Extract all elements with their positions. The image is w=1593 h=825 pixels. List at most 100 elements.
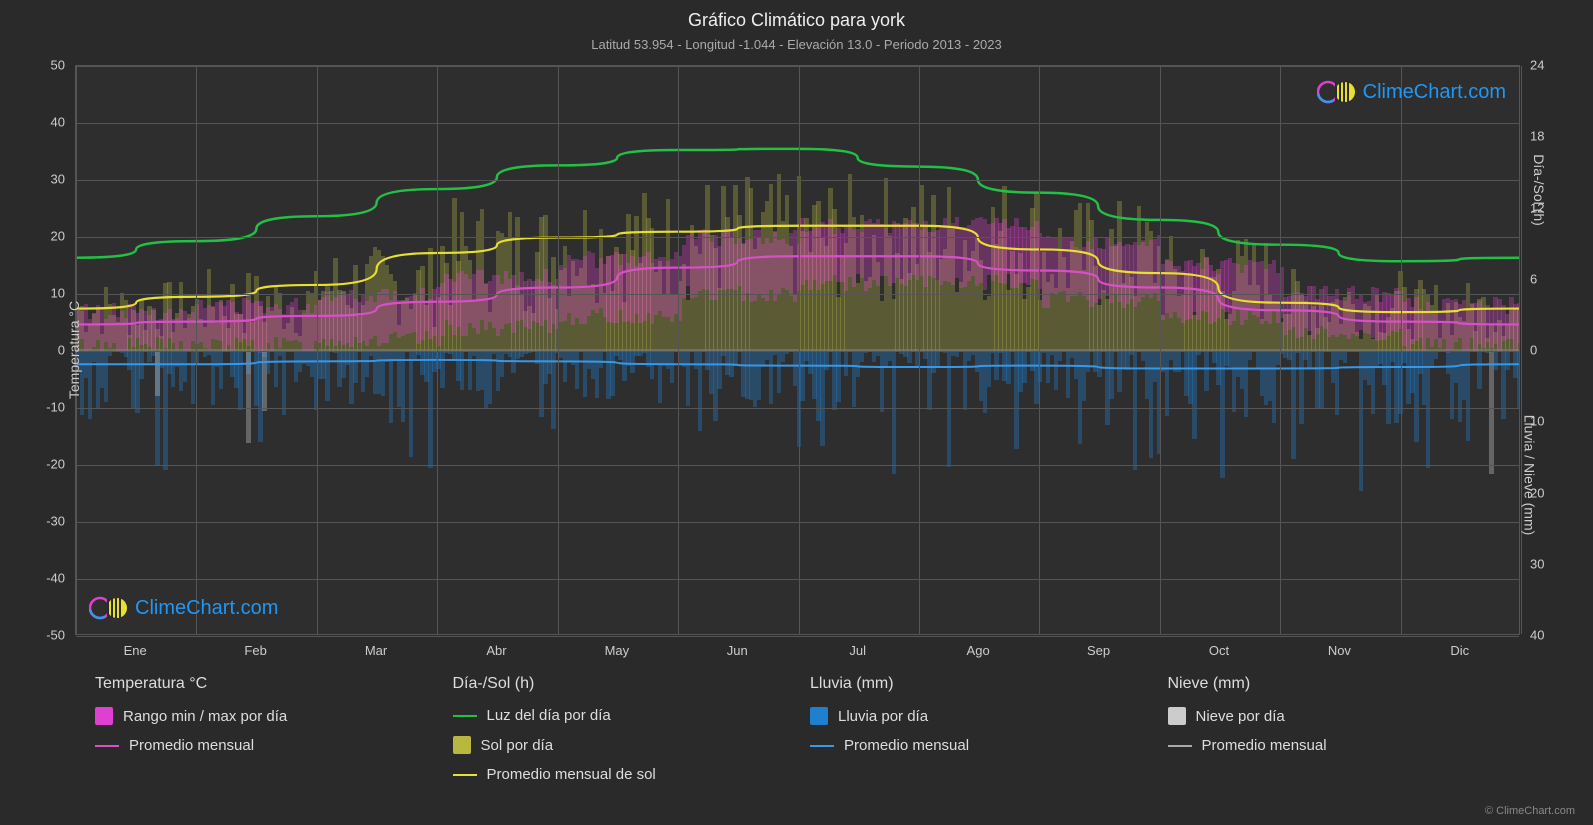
legend-title: Lluvia (mm)	[810, 675, 1158, 693]
legend-col: Día-/Sol (h) Luz del día por día Sol por d…	[453, 675, 801, 795]
gridline-h	[76, 180, 1519, 181]
gridline-h	[76, 579, 1519, 580]
legend-col: Nieve (mm) Nieve por día Promedio mensual	[1168, 675, 1516, 795]
chart-title: Gráfico Climático para york	[0, 0, 1593, 31]
ytick-right-bottom: 10	[1530, 414, 1544, 429]
brand-text: ClimeChart.com	[135, 597, 278, 620]
legend-item: Rango min / max por día	[95, 707, 443, 725]
legend: Temperatura °C Rango min / max por día Pro…	[95, 675, 1515, 795]
legend-line	[95, 745, 119, 747]
ytick-right-bottom: 40	[1530, 628, 1544, 643]
logo-icon	[89, 595, 129, 621]
gridline-v	[1521, 66, 1522, 634]
xtick-month: Dic	[1450, 643, 1469, 658]
legend-swatch	[95, 707, 113, 725]
legend-label: Promedio mensual	[129, 737, 254, 754]
ytick-right-top: 18	[1530, 129, 1544, 144]
xtick-month: Ene	[124, 643, 147, 658]
gridline-h	[76, 123, 1519, 124]
gridline-v	[799, 66, 800, 634]
logo-icon	[1317, 79, 1357, 105]
legend-item: Promedio mensual	[1168, 737, 1516, 754]
gridline-h	[76, 408, 1519, 409]
legend-title: Nieve (mm)	[1168, 675, 1516, 693]
ytick-left: -30	[46, 514, 65, 529]
ytick-left: 20	[51, 229, 65, 244]
gridline-v	[678, 66, 679, 634]
legend-title: Día-/Sol (h)	[453, 675, 801, 693]
chart-subtitle: Latitud 53.954 - Longitud -1.044 - Eleva…	[0, 31, 1593, 52]
y-axis-right-bottom-label: Lluvia / Nieve (mm)	[1522, 415, 1538, 536]
legend-label: Rango min / max por día	[123, 708, 287, 725]
brand-text: ClimeChart.com	[1363, 81, 1506, 104]
ytick-right-bottom: 20	[1530, 485, 1544, 500]
line-temp-avg	[76, 256, 1519, 324]
legend-label: Sol por día	[481, 737, 554, 754]
xtick-month: Jun	[727, 643, 748, 658]
y-axis-left-label: Temperatura °C	[66, 301, 82, 399]
gridline-v	[196, 66, 197, 634]
y-axis-right-top-label: Día-/Sol (h)	[1531, 155, 1547, 227]
ytick-left: 40	[51, 115, 65, 130]
ytick-left: -20	[46, 457, 65, 472]
gridline-v	[317, 66, 318, 634]
gridline-v	[1280, 66, 1281, 634]
ytick-right-top: 0	[1530, 343, 1537, 358]
legend-line	[1168, 745, 1192, 747]
legend-item: Promedio mensual	[810, 737, 1158, 754]
gridline-v	[1039, 66, 1040, 634]
gridline-v	[919, 66, 920, 634]
gridline-h	[76, 636, 1519, 637]
xtick-month: Feb	[244, 643, 266, 658]
ytick-left: 30	[51, 172, 65, 187]
legend-item: Lluvia por día	[810, 707, 1158, 725]
gridline-h	[76, 294, 1519, 295]
legend-label: Luz del día por día	[487, 707, 611, 724]
xtick-month: Ago	[967, 643, 990, 658]
gridline-h	[76, 522, 1519, 523]
legend-line	[453, 715, 477, 717]
brand-logo-top: ClimeChart.com	[1317, 79, 1506, 105]
ytick-left: 10	[51, 286, 65, 301]
ytick-left: 50	[51, 58, 65, 73]
gridline-h	[76, 237, 1519, 238]
gridline-h	[76, 465, 1519, 466]
legend-col: Temperatura °C Rango min / max por día Pro…	[95, 675, 443, 795]
legend-swatch	[453, 736, 471, 754]
ytick-right-top: 24	[1530, 58, 1544, 73]
legend-line	[810, 745, 834, 747]
legend-item: Promedio mensual	[95, 737, 443, 754]
xtick-month: Sep	[1087, 643, 1110, 658]
xtick-month: Oct	[1209, 643, 1229, 658]
ytick-left: -40	[46, 571, 65, 586]
xtick-month: Jul	[849, 643, 866, 658]
legend-item: Sol por día	[453, 736, 801, 754]
gridline-v	[1160, 66, 1161, 634]
copyright: © ClimeChart.com	[1485, 805, 1575, 817]
line-rain-avg	[76, 360, 1519, 369]
gridline-h	[76, 66, 1519, 67]
legend-label: Nieve por día	[1196, 708, 1285, 725]
xtick-month: May	[605, 643, 630, 658]
legend-item: Promedio mensual de sol	[453, 766, 801, 783]
legend-swatch	[810, 707, 828, 725]
brand-logo-bottom: ClimeChart.com	[89, 595, 278, 621]
gridline-v	[558, 66, 559, 634]
legend-label: Promedio mensual	[844, 737, 969, 754]
ytick-left: -10	[46, 400, 65, 415]
xtick-month: Mar	[365, 643, 387, 658]
legend-label: Promedio mensual	[1202, 737, 1327, 754]
xtick-month: Abr	[486, 643, 506, 658]
legend-swatch	[1168, 707, 1186, 725]
line-daylight	[76, 149, 1519, 261]
ytick-left: 0	[58, 343, 65, 358]
chart-area: Temperatura °C Día-/Sol (h) Lluvia / Nie…	[75, 65, 1520, 635]
ytick-left: -50	[46, 628, 65, 643]
legend-col: Lluvia (mm) Lluvia por día Promedio mensua…	[810, 675, 1158, 795]
lines-layer	[76, 66, 1519, 634]
plot-area	[75, 65, 1520, 635]
gridline-h	[76, 351, 1519, 352]
legend-title: Temperatura °C	[95, 675, 443, 693]
legend-line	[453, 774, 477, 776]
ytick-right-top: 6	[1530, 271, 1537, 286]
